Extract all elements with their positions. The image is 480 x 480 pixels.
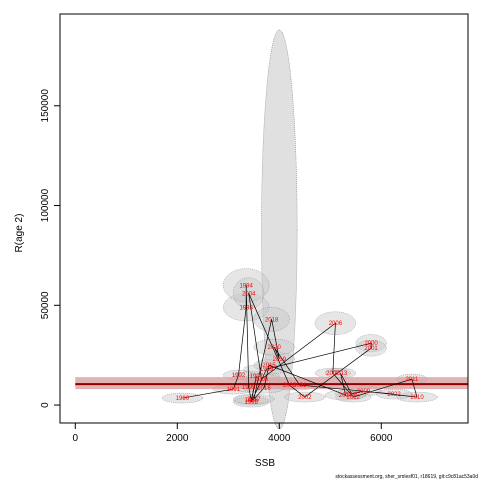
year-label-2005: 2005	[255, 377, 269, 383]
y-tick-label-150000: 150000	[40, 89, 51, 123]
x-tick-label-2000: 2000	[166, 433, 189, 444]
y-axis: 0 50000 100000 150000	[40, 89, 61, 408]
year-label-2006: 2006	[329, 321, 343, 327]
year-label-1995: 1995	[242, 385, 256, 391]
footnote: stockassessment.org, sher_smlesf01, r186…	[335, 474, 478, 480]
reference-band	[75, 377, 469, 390]
year-label-1999: 1999	[260, 367, 274, 373]
y-axis-label: R(age 2)	[14, 214, 25, 253]
x-axis-label: SSB	[255, 458, 275, 469]
x-tick-label-4000: 4000	[268, 433, 291, 444]
year-label-2004: 2004	[242, 291, 256, 297]
year-label-1993: 1993	[239, 305, 253, 311]
year-label-2009: 2009	[357, 389, 371, 395]
year-label-1992: 1992	[232, 373, 246, 379]
year-label-2012: 2012	[347, 395, 361, 401]
year-label-2016: 2016	[257, 386, 271, 392]
x-axis: 0 2000 4000 6000	[73, 422, 393, 444]
y-tick-label-50000: 50000	[40, 291, 51, 319]
year-label-1997: 1997	[250, 374, 264, 380]
year-label-1994: 1994	[239, 283, 253, 289]
year-label-2020: 2020	[268, 345, 282, 351]
year-label-2013: 2013	[334, 371, 348, 377]
y-tick-label-0: 0	[40, 402, 51, 408]
year-label-2007: 2007	[326, 371, 340, 377]
year-label-1990: 1990	[176, 396, 190, 402]
year-label-1996: 1996	[245, 398, 259, 404]
x-tick-label-0: 0	[73, 433, 79, 444]
year-label-2019: 2019	[273, 357, 287, 363]
year-label-2021: 2021	[293, 383, 307, 389]
year-label-2015: 2015	[262, 363, 276, 369]
year-label-2022: 2022	[387, 392, 401, 398]
year-label-2011: 2011	[405, 377, 419, 383]
year-label-2002: 2002	[298, 395, 312, 401]
year-label-2003: 2003	[283, 383, 297, 389]
y-tick-label-100000: 100000	[40, 188, 51, 222]
trajectory-path	[182, 285, 418, 403]
year-label-2010: 2010	[410, 395, 424, 401]
year-label-2008: 2008	[344, 392, 358, 398]
year-labels: 1990 1991 1992 1993 1994 1995 1996 1997 1998 1999…	[176, 283, 425, 406]
year-label-1998: 1998	[245, 400, 259, 406]
x-tick-label-6000: 6000	[370, 433, 393, 444]
year-label-1991: 1991	[227, 387, 241, 393]
year-label-2000: 2000	[364, 341, 378, 347]
trajectory-line	[182, 285, 418, 403]
year-label-2001: 2001	[364, 346, 378, 352]
year-label-2018: 2018	[265, 317, 279, 323]
year-label-2017: 2017	[247, 397, 261, 403]
year-label-2014: 2014	[339, 393, 353, 399]
uncertainty-ellipses	[161, 29, 438, 430]
